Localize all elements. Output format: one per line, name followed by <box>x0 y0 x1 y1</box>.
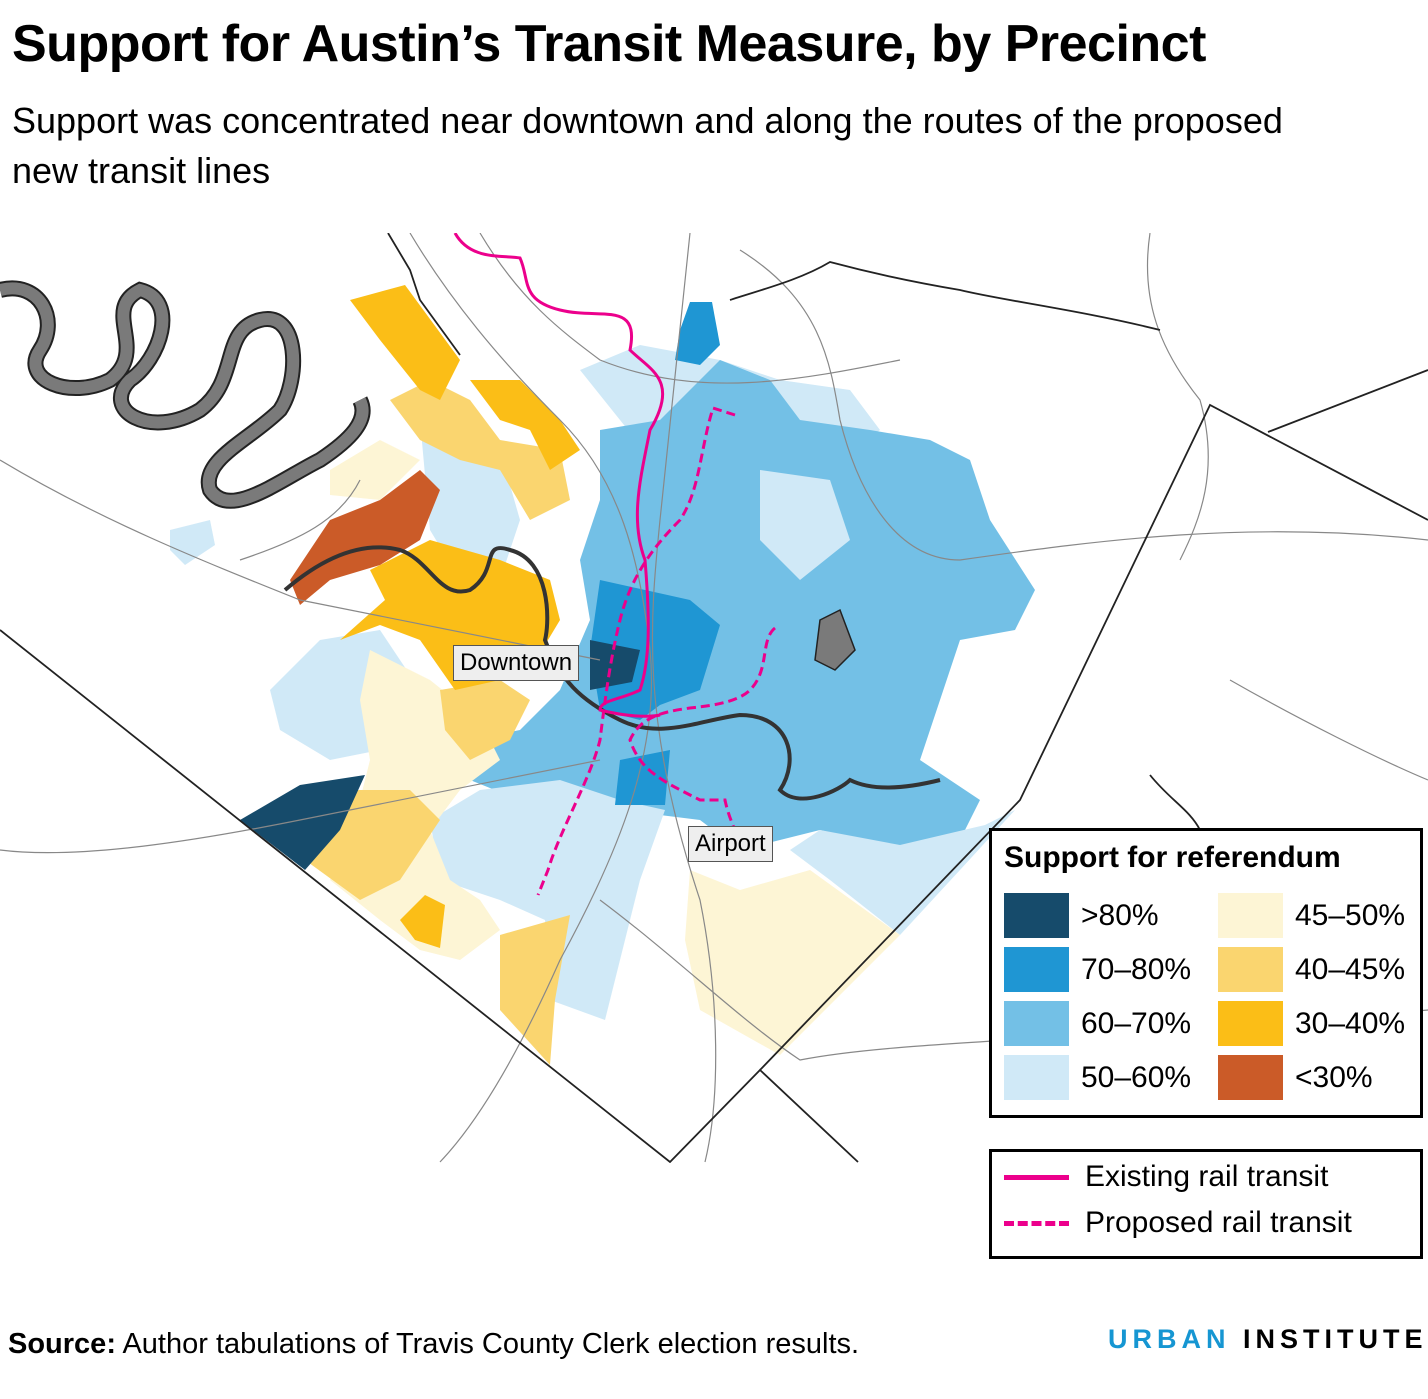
legend-swatch <box>1004 947 1069 992</box>
legend-swatch <box>1218 893 1283 938</box>
proposed-rail-line-east <box>628 626 777 839</box>
legend-item: 70–80% <box>1004 947 1191 992</box>
precincts-gt80-southwest <box>240 775 365 870</box>
urban-institute-logo: URBAN INSTITUTE <box>1108 1324 1428 1355</box>
source-label: Source: <box>8 1328 116 1360</box>
legend-item: 45–50% <box>1218 893 1405 938</box>
legend-label: >80% <box>1081 898 1159 932</box>
legend-label: <30% <box>1295 1060 1373 1094</box>
roads <box>0 233 1428 1163</box>
source-text: Author tabulations of Travis County Cler… <box>115 1328 860 1360</box>
logo-urban: URBAN <box>1108 1324 1231 1354</box>
precincts-60-70 <box>440 360 1035 850</box>
precincts-30-40-south <box>400 895 445 948</box>
precincts-45-50-north <box>330 440 420 500</box>
county-boundary <box>0 233 1428 1163</box>
precincts-gt80-downtown <box>590 640 640 690</box>
legend-label: 30–40% <box>1295 1006 1406 1040</box>
page-subtitle: Support was concentrated near downtown a… <box>12 100 1283 191</box>
page-title: Support for Austin’s Transit Measure, by… <box>12 15 1206 73</box>
precinct-fills <box>170 285 1035 1065</box>
precincts-50-60-east2 <box>760 470 850 580</box>
legend-item: 60–70% <box>1004 1001 1191 1046</box>
legend-label: 70–80% <box>1081 952 1192 986</box>
precincts-45-50-southeast <box>685 870 900 1055</box>
logo-institute: INSTITUTE <box>1243 1324 1428 1354</box>
legend-label: 50–60% <box>1081 1060 1192 1094</box>
airport-label: Airport <box>688 826 773 862</box>
precincts-lt30 <box>290 470 440 605</box>
precincts-50-60-south <box>430 780 665 1020</box>
precincts-50-60-lake <box>170 520 215 565</box>
legend-label: 60–70% <box>1081 1006 1192 1040</box>
precinct-map <box>0 233 1428 1163</box>
legend-item: 40–45% <box>1218 947 1405 992</box>
legend-item: <30% <box>1218 1055 1373 1100</box>
precincts-70-80-north <box>675 302 720 365</box>
precincts-50-60-southeast <box>790 810 1015 935</box>
legend-swatch <box>1004 1055 1069 1100</box>
source-note: Source: Author tabulations of Travis Cou… <box>8 1328 859 1361</box>
downtown-label: Downtown <box>453 645 580 681</box>
legend-swatch <box>1004 1001 1069 1046</box>
line-legend: Existing rail transit Proposed rail tran… <box>989 1149 1423 1259</box>
precincts-30-40-central <box>470 380 580 470</box>
color-legend: Support for referendum >80% 70–80% 60–70… <box>989 828 1423 1118</box>
precincts-70-80-south <box>615 750 670 805</box>
precincts-40-45-south <box>500 915 570 1065</box>
solid-line-icon <box>1004 1174 1069 1180</box>
legend-swatch <box>1218 1055 1283 1100</box>
legend-label: 40–45% <box>1295 952 1406 986</box>
legend-swatch <box>1004 893 1069 938</box>
legend-existing-rail: Existing rail transit <box>1004 1160 1328 1194</box>
legend-proposed-rail: Proposed rail transit <box>1004 1206 1352 1240</box>
precincts-40-45-central <box>440 680 530 760</box>
legend-title: Support for referendum <box>1004 841 1341 874</box>
proposed-rail-line <box>536 406 736 896</box>
legend-label: Proposed rail transit <box>1085 1206 1352 1239</box>
existing-rail-line <box>453 233 665 718</box>
legend-item: 30–40% <box>1218 1001 1405 1046</box>
precincts-30-40-north <box>350 285 460 400</box>
legend-label: 45–50% <box>1295 898 1406 932</box>
precincts-40-45-north <box>390 380 570 520</box>
legend-label: Existing rail transit <box>1085 1160 1329 1193</box>
legend-item: >80% <box>1004 893 1159 938</box>
rail-lines <box>453 233 777 896</box>
legend-item: 50–60% <box>1004 1055 1191 1100</box>
legend-swatch <box>1218 947 1283 992</box>
legend-swatch <box>1218 1001 1283 1046</box>
dashed-line-icon <box>1004 1220 1069 1226</box>
